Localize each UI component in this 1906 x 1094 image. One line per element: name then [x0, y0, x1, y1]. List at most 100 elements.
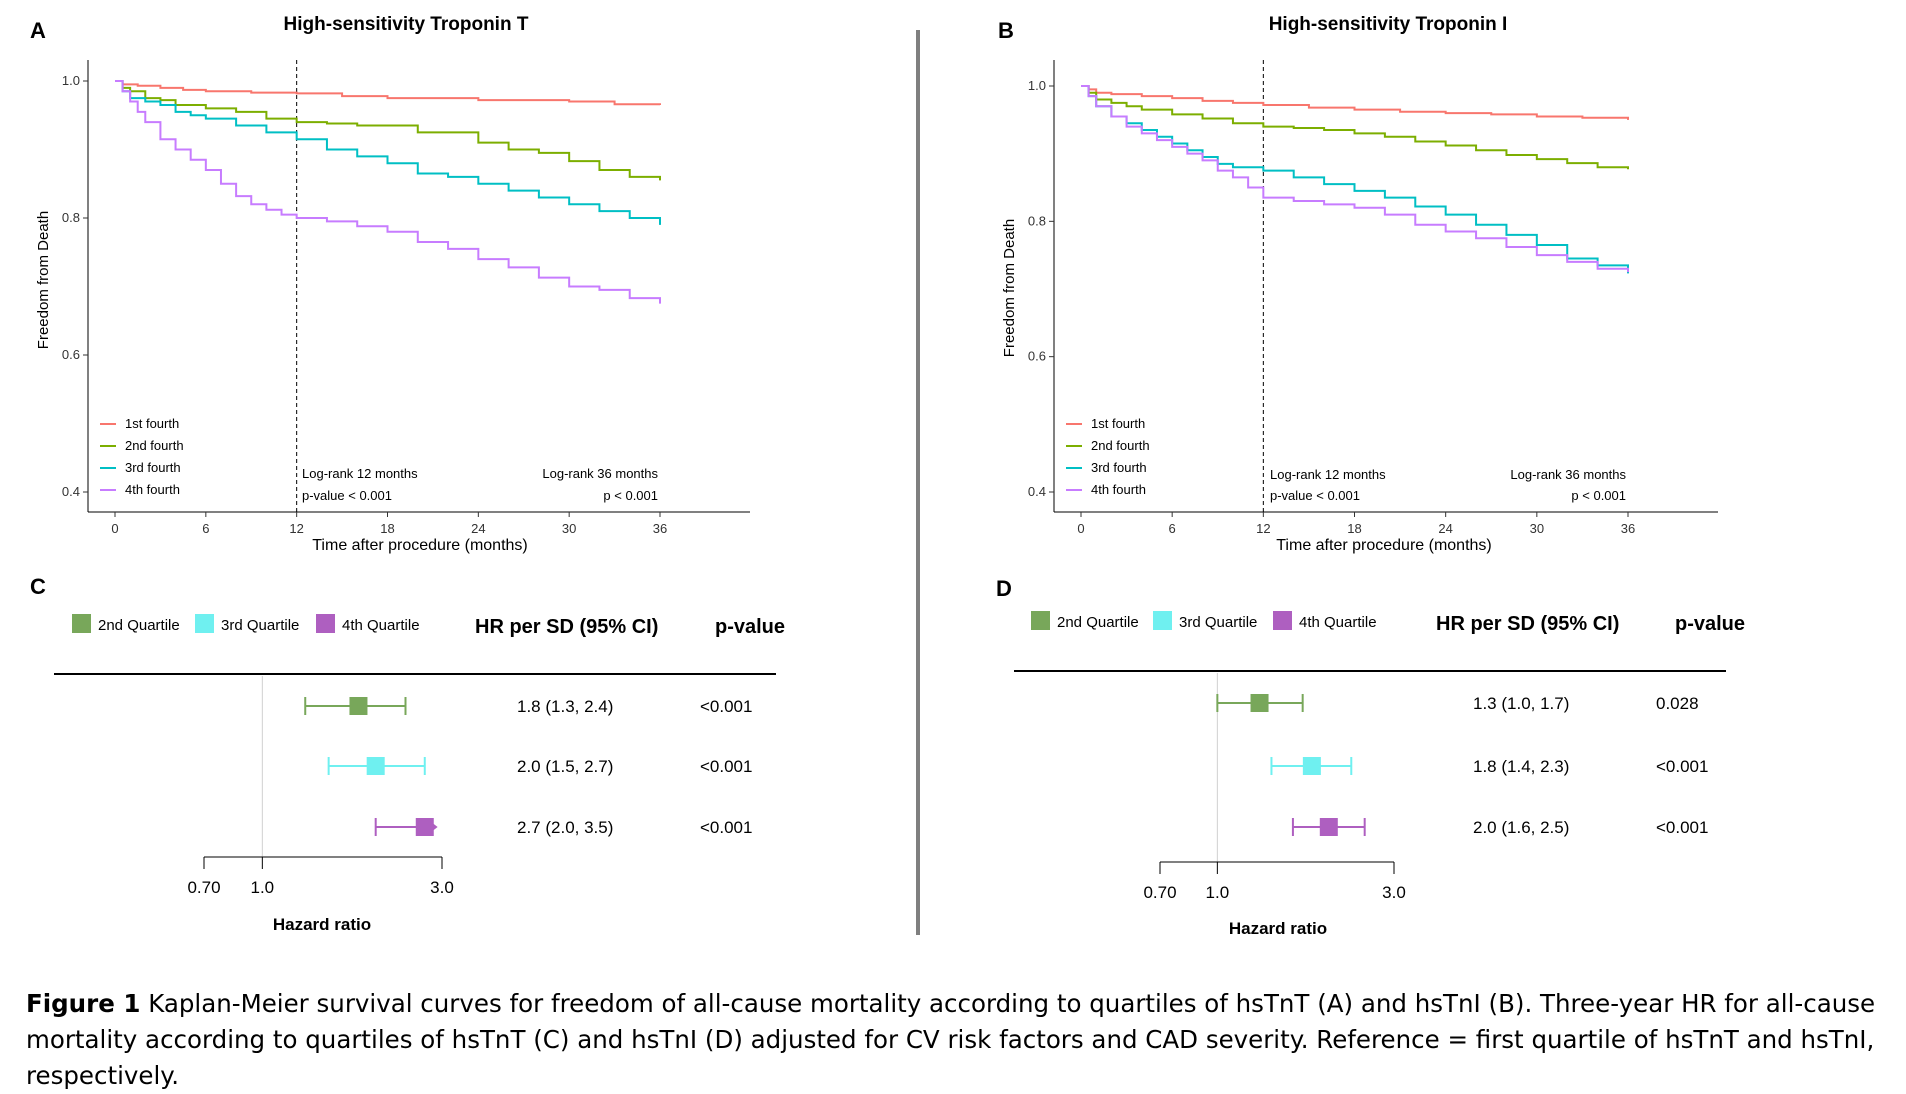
- forest-x-tick-label: 0.70: [187, 878, 220, 897]
- legend-label: 3rd fourth: [1091, 460, 1147, 475]
- x-tick-label: 12: [289, 521, 303, 536]
- x-tick-label: 6: [1169, 521, 1176, 536]
- x-tick-label: 0: [111, 521, 118, 536]
- panel-d-xlabel: Hazard ratio: [1229, 919, 1327, 938]
- panel-c-header-estimate: HR per SD (95% CI): [475, 616, 658, 638]
- p-value-label: <0.001: [1656, 818, 1708, 837]
- panel-a-annot-right-2: p < 0.001: [603, 488, 658, 503]
- x-tick-label: 24: [471, 521, 485, 536]
- panel-d-header-estimate: HR per SD (95% CI): [1436, 613, 1619, 635]
- legend-swatch: [1153, 611, 1172, 630]
- x-tick-label: 18: [380, 521, 394, 536]
- panel-c-letter: C: [30, 574, 46, 599]
- km-curve-2: [1081, 85, 1629, 170]
- panel-b-letter: B: [998, 18, 1014, 43]
- panel-d: D HR per SD (95% CI) p-value Hazard rati…: [996, 576, 1745, 938]
- panel-b-annot-right-2: p < 0.001: [1571, 488, 1626, 503]
- panel-b-xlabel: Time after procedure (months): [1276, 537, 1491, 554]
- hr-estimate-label: 1.8 (1.4, 2.3): [1473, 757, 1569, 776]
- legend-swatch: [72, 614, 91, 633]
- forest-x-tick-label: 1.0: [251, 878, 275, 897]
- panel-b-annotations: Log-rank 12 months p-value < 0.001 Log-r…: [1270, 467, 1626, 503]
- y-tick-label: 1.0: [62, 73, 80, 88]
- panel-a-xlabel: Time after procedure (months): [312, 537, 527, 554]
- figure: A High-sensitivity Troponin T Freedom fr…: [30, 14, 1745, 938]
- km-curve-4: [115, 80, 661, 304]
- y-tick-label: 0.6: [62, 347, 80, 362]
- hr-point: [1302, 757, 1321, 775]
- panel-a-title: High-sensitivity Troponin T: [284, 14, 529, 35]
- hr-estimate-label: 1.8 (1.3, 2.4): [517, 697, 613, 716]
- km-curve-3: [115, 80, 661, 225]
- forest-x-tick-label: 1.0: [1206, 883, 1230, 902]
- legend-swatch: [1031, 611, 1050, 630]
- legend-swatch: [316, 614, 335, 633]
- hr-point: [349, 697, 368, 715]
- panel-b: B High-sensitivity Troponin I Freedom fr…: [998, 14, 1718, 554]
- panel-d-letter: D: [996, 576, 1012, 601]
- hr-point: [415, 818, 434, 836]
- panel-a-annot-left-2: p-value < 0.001: [302, 488, 392, 503]
- panel-c: C HR per SD (95% CI) p-value Hazard rati…: [30, 574, 785, 934]
- x-tick-label: 6: [202, 521, 209, 536]
- forest-x-tick-label: 3.0: [1382, 883, 1406, 902]
- panel-b-ylabel: Freedom from Death: [1001, 219, 1018, 357]
- panel-a-ylabel: Freedom from Death: [35, 211, 52, 349]
- x-tick-label: 36: [653, 521, 667, 536]
- forest-x-tick-label: 0.70: [1143, 883, 1176, 902]
- km-curve-3: [1081, 85, 1629, 274]
- legend-label: 2nd fourth: [125, 438, 184, 453]
- legend-label: 3rd Quartile: [221, 617, 299, 634]
- panel-b-annot-right-1: Log-rank 36 months: [1510, 467, 1626, 482]
- y-tick-label: 0.6: [1028, 349, 1046, 364]
- legend-label: 3rd fourth: [125, 460, 181, 475]
- legend-label: 1st fourth: [1091, 416, 1145, 431]
- panel-a: A High-sensitivity Troponin T Freedom fr…: [30, 14, 750, 554]
- x-tick-label: 18: [1347, 521, 1361, 536]
- legend-swatch: [195, 614, 214, 633]
- panel-a-annot-left-1: Log-rank 12 months: [302, 466, 418, 481]
- legend-label: 1st fourth: [125, 416, 179, 431]
- hr-point: [1319, 818, 1338, 836]
- panel-d-header-p: p-value: [1675, 613, 1745, 635]
- legend-swatch: [1273, 611, 1292, 630]
- km-curve-1: [1081, 85, 1629, 120]
- x-tick-label: 30: [562, 521, 576, 536]
- panel-a-annot-right-1: Log-rank 36 months: [542, 466, 658, 481]
- hr-estimate-label: 2.0 (1.5, 2.7): [517, 757, 613, 776]
- x-tick-label: 36: [1621, 521, 1635, 536]
- caption-label: Figure 1: [26, 989, 141, 1018]
- panel-c-header-p: p-value: [715, 616, 785, 638]
- panel-a-letter: A: [30, 18, 46, 43]
- hr-estimate-label: 2.7 (2.0, 3.5): [517, 818, 613, 837]
- panel-b-annot-left-2: p-value < 0.001: [1270, 488, 1360, 503]
- p-value-label: <0.001: [700, 697, 752, 716]
- km-curve-1: [115, 80, 661, 106]
- legend-label: 4th fourth: [125, 482, 180, 497]
- hr-estimate-label: 1.3 (1.0, 1.7): [1473, 694, 1569, 713]
- panel-d-plot: 2nd Quartile 3rd Quartile 4th Quartile 0.70…: [1014, 611, 1726, 902]
- legend-label: 4th Quartile: [1299, 614, 1377, 631]
- p-value-label: <0.001: [700, 818, 752, 837]
- panel-c-xlabel: Hazard ratio: [273, 915, 371, 934]
- panel-b-annot-left-1: Log-rank 12 months: [1270, 467, 1386, 482]
- p-value-label: <0.001: [1656, 757, 1708, 776]
- hr-point: [366, 757, 385, 775]
- legend-label: 3rd Quartile: [1179, 614, 1257, 631]
- hr-point: [1250, 694, 1269, 712]
- y-tick-label: 0.8: [62, 210, 80, 225]
- km-curve-2: [115, 80, 661, 181]
- panel-a-annotations: Log-rank 12 months p-value < 0.001 Log-r…: [302, 466, 658, 503]
- y-tick-label: 0.8: [1028, 213, 1046, 228]
- legend-label: 4th Quartile: [342, 617, 420, 634]
- figure-caption: Figure 1 Kaplan-Meier survival curves fo…: [26, 986, 1886, 1094]
- x-tick-label: 12: [1256, 521, 1270, 536]
- p-value-label: <0.001: [700, 757, 752, 776]
- caption-text: Kaplan-Meier survival curves for freedom…: [26, 989, 1876, 1090]
- panel-c-plot: 2nd Quartile 3rd Quartile 4th Quartile 0.70…: [54, 614, 776, 897]
- x-tick-label: 0: [1077, 521, 1084, 536]
- y-tick-label: 1.0: [1028, 78, 1046, 93]
- km-curve-4: [1081, 85, 1629, 273]
- legend-label: 2nd fourth: [1091, 438, 1150, 453]
- panel-b-title: High-sensitivity Troponin I: [1269, 14, 1508, 35]
